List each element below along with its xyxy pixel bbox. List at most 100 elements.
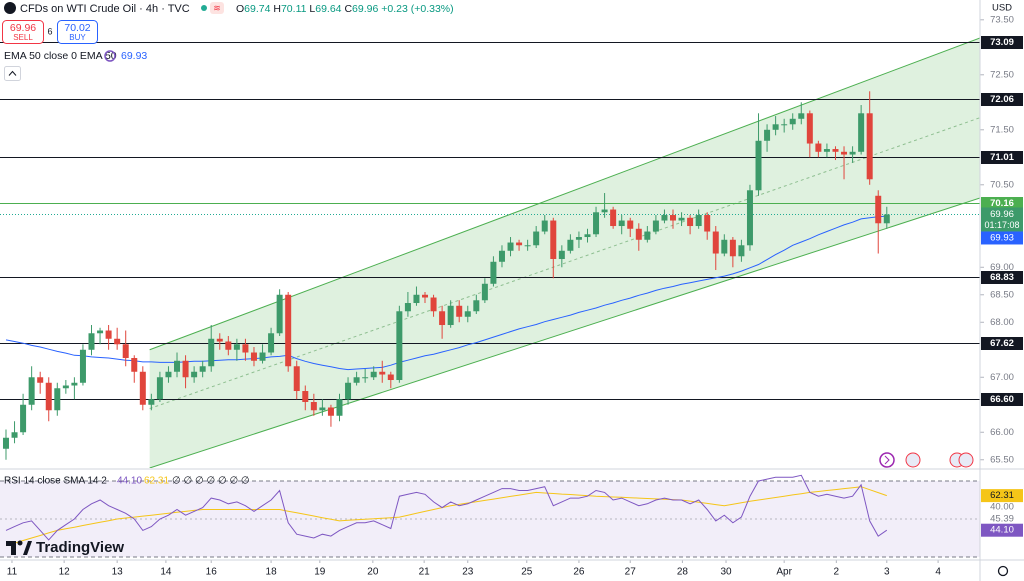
level-label: 73.09 [990,37,1014,48]
rsi-sma-line [5,486,887,547]
currency: USD [992,3,1012,14]
y-tick-label: 65.50 [990,454,1014,465]
candle-body [336,399,343,416]
event-flag[interactable] [958,452,974,468]
rsi-line [5,474,888,541]
ema-value: 69.93 [121,50,147,62]
market-status [201,5,207,11]
x-tick-label: 25 [521,567,533,578]
candle-body [276,294,283,334]
level-label-bg [981,337,1023,350]
ohlc-key: C [344,3,352,15]
x-tick-label: 26 [573,567,585,578]
candle-body [627,220,634,229]
x-tick-label: 18 [266,567,278,578]
x-tick-label: 11 [7,567,18,578]
settings[interactable] [997,565,1009,577]
status-badge-icon: ≋ [213,3,221,13]
candle-body [575,237,582,240]
event-icon[interactable] [879,452,895,468]
buy-button[interactable] [57,20,98,44]
candle-body [45,382,52,411]
candle-body [20,404,27,433]
candle-body [54,388,61,411]
candle-body [97,330,104,334]
level-label: 71.01 [990,152,1014,163]
level-label: 70.16 [990,198,1014,209]
candle-body [729,239,736,257]
candle-body [498,250,505,262]
candle-body [516,242,523,246]
candle-body [550,220,557,260]
candle-body [79,349,86,383]
header: CFDs on WTI Crude Oil · 4h · TVC ≋ O69.7… [2,2,454,81]
event-flag[interactable] [905,452,921,468]
brand-logo-mark [23,541,32,555]
candle-body [327,407,334,416]
sell-button[interactable] [2,20,44,44]
ohlc-value: 70.11 [281,3,307,15]
candle-body [422,294,429,298]
candle-body [456,305,463,317]
x-tick-label: 2 [834,567,840,578]
y-tick-label: 70.50 [990,179,1014,190]
candle-body [430,297,437,312]
x-tick-label: 19 [314,567,326,578]
level-label-bg [981,197,1023,210]
rsi-label-bg [981,523,1023,537]
collapse-button[interactable] [4,66,21,81]
countdown-label: 01:17:08 [984,220,1019,230]
candle-body [370,371,377,378]
candle-body [618,220,625,227]
last-price-label: 69.96 [990,209,1014,220]
ohlc-key: H [273,3,281,15]
candle-body [131,358,138,372]
candle-body [447,305,454,326]
level-label-bg [981,36,1023,49]
candle-body [644,231,651,240]
y-tick-label: 68.00 [990,317,1014,328]
candle-body [396,311,403,381]
candle-body [823,149,830,152]
candle-body [687,217,694,227]
candle-body [122,344,129,359]
ema-legend: EMA 50 close 0 EMA 50 [4,50,117,62]
candle-body [268,333,275,353]
x-tick-label: 30 [720,567,732,578]
ohlc-value: 69.96 [352,3,378,15]
spread: 6 [47,26,52,36]
candle-body [11,432,18,438]
rsi-legend: RSI 14 close SMA 14 2 [4,476,107,487]
candle-body [806,113,813,144]
rsi-value: 44.10 [117,476,142,487]
candle-body [71,382,78,386]
candle-body [533,231,540,246]
candle-body [772,124,779,130]
candle-body [310,402,317,411]
event-glyph [884,455,890,465]
candle-body [302,391,309,403]
rsi-header: RSI 14 close SMA 14 2 44.10 62.31 ∅ ∅ ∅ … [4,476,250,487]
level-label-bg [981,393,1023,406]
candle-body [216,338,223,342]
candle-body [567,239,574,251]
candle-body [652,220,659,232]
settings-icon[interactable] [997,565,1009,577]
x-tick-label: Apr [776,567,792,578]
candle-body [225,341,232,350]
candle-body [156,377,163,400]
y-tick-label: 71.50 [990,124,1014,135]
candle-body [712,231,719,254]
rsi-label: 44.10 [990,525,1014,536]
candle-body [174,360,181,372]
candle-body [849,151,856,155]
candle-body [661,215,668,221]
rsi-sma-value: 62.31 [144,476,169,487]
candle-body [678,217,685,221]
rsi-sma-label-bg [981,489,1023,503]
candle-body [883,214,890,224]
ema-icon [104,50,116,62]
candle-body [242,344,249,353]
ohlc-key: O [236,3,244,15]
x-tick-label: 23 [462,567,474,578]
